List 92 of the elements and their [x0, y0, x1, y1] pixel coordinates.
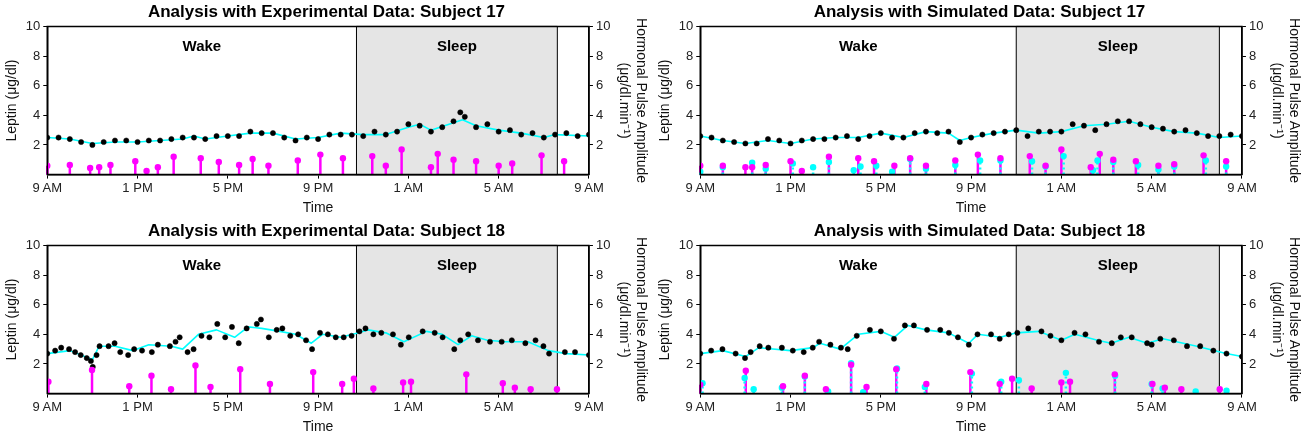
y-tick-label: 6 — [686, 296, 694, 312]
y2-tick-label: 4 — [595, 106, 604, 122]
y2-tick-label: 2 — [1248, 355, 1257, 371]
x-tick-label: 1 PM — [775, 179, 806, 195]
y-tick-label: 4 — [33, 106, 41, 122]
x-tick-label: 9 PM — [955, 398, 987, 414]
y2-tick-label: 8 — [1248, 266, 1257, 282]
y-tick-label: 8 — [686, 266, 694, 282]
y-tick-label: 2 — [686, 136, 694, 152]
x-tick-label: 5 AM — [1136, 398, 1167, 414]
y2-tick-label: 10 — [1248, 17, 1264, 33]
x-tick-label: 1 AM — [1046, 398, 1077, 414]
x-tick-label: 9 AM — [32, 179, 63, 195]
y2-tick-label: 10 — [595, 236, 611, 252]
y-tick-label: 2 — [33, 136, 41, 152]
y-tick-label: 8 — [33, 266, 41, 282]
y-tick-label: 6 — [33, 77, 41, 93]
y-tick-label: 4 — [686, 325, 694, 341]
band-label: Sleep — [1097, 255, 1138, 273]
y2-tick-label: 2 — [595, 355, 604, 371]
y2-tick-label: 10 — [595, 17, 611, 33]
x-tick-label: 9 PM — [302, 398, 334, 414]
x-tick-label: 5 AM — [1136, 179, 1167, 195]
y-axis-title: Leptin (μg/dl) — [3, 59, 20, 142]
y2-tick-label: 8 — [595, 266, 604, 282]
y2-axis-title: Hormonal Pulse Amplitude (μg/dl.min⁻¹) — [616, 237, 650, 403]
x-tick-label: 9 PM — [302, 179, 334, 195]
y2-tick-label: 4 — [1248, 325, 1257, 341]
x-tick-label: 1 AM — [393, 398, 424, 414]
y2-tick-label: 8 — [595, 47, 604, 63]
x-tick-label: 1 PM — [122, 398, 153, 414]
x-axis-title: Time — [955, 418, 987, 435]
band-label: Sleep — [1097, 36, 1138, 54]
x-tick-label: 9 AM — [685, 179, 716, 195]
chart-title: Analysis with Simulated Data: Subject 17 — [813, 1, 1146, 21]
x-tick-label: 9 AM — [1227, 398, 1257, 414]
annotation: Wake — [838, 36, 878, 54]
x-tick-label: 9 AM — [32, 398, 63, 414]
chart-title: Analysis with Experimental Data: Subject 18 — [147, 220, 506, 240]
x-tick-label: 1 AM — [1046, 179, 1077, 195]
y-axis-title: Leptin (μg/dl) — [656, 59, 673, 142]
annotation: Wake — [182, 36, 222, 54]
y-tick-label: 10 — [25, 236, 41, 252]
y2-tick-label: 4 — [1248, 106, 1257, 122]
y-tick-label: 4 — [686, 106, 694, 122]
y2-axis-title: Hormonal Pulse Amplitude (μg/dl.min⁻¹) — [1269, 18, 1303, 184]
x-tick-label: 5 PM — [212, 179, 243, 195]
y-tick-label: 6 — [686, 77, 694, 93]
annotation: Wake — [838, 255, 878, 273]
x-axis-title: Time — [302, 199, 334, 216]
y2-tick-label: 8 — [1248, 47, 1257, 63]
x-tick-label: 1 PM — [122, 179, 153, 195]
x-tick-label: 9 AM — [574, 179, 604, 195]
y-tick-label: 4 — [33, 325, 41, 341]
y2-tick-label: 6 — [595, 296, 604, 312]
y2-tick-label: 10 — [1248, 236, 1264, 252]
x-axis-title: Time — [955, 199, 987, 216]
y-tick-label: 8 — [33, 47, 41, 63]
y2-tick-label: 6 — [1248, 296, 1257, 312]
x-tick-label: 5 PM — [212, 398, 243, 414]
chart-title: Analysis with Experimental Data: Subject 17 — [147, 1, 506, 21]
y-axis-title: Leptin (μg/dl) — [656, 278, 673, 361]
y-tick-label: 6 — [33, 296, 41, 312]
x-axis-title: Time — [302, 418, 334, 435]
x-tick-label: 5 PM — [865, 179, 896, 195]
y-tick-label: 10 — [678, 236, 694, 252]
y2-tick-label: 6 — [1248, 77, 1257, 93]
y2-tick-label: 2 — [595, 136, 604, 152]
y-tick-label: 8 — [686, 47, 694, 63]
x-tick-label: 9 PM — [955, 179, 987, 195]
x-tick-label: 5 AM — [483, 398, 514, 414]
x-tick-label: 1 AM — [393, 179, 424, 195]
x-tick-label: 9 AM — [685, 398, 716, 414]
band-label: Sleep — [436, 36, 477, 54]
y2-tick-label: 2 — [1248, 136, 1257, 152]
x-tick-label: 5 AM — [483, 179, 514, 195]
x-tick-label: 1 PM — [775, 398, 806, 414]
x-tick-label: 9 AM — [574, 398, 604, 414]
y2-tick-label: 6 — [595, 77, 604, 93]
y2-axis-title: Hormonal Pulse Amplitude (μg/dl.min⁻¹) — [1269, 237, 1303, 403]
y2-axis-title: Hormonal Pulse Amplitude (μg/dl.min⁻¹) — [616, 18, 650, 184]
y2-tick-label: 4 — [595, 325, 604, 341]
band-label: Sleep — [436, 255, 477, 273]
x-tick-label: 5 PM — [865, 398, 896, 414]
y-tick-label: 2 — [686, 355, 694, 371]
annotation: Wake — [182, 255, 222, 273]
x-tick-label: 9 AM — [1227, 179, 1257, 195]
y-axis-title: Leptin (μg/dl) — [3, 278, 20, 361]
y-tick-label: 10 — [678, 17, 694, 33]
chart-title: Analysis with Simulated Data: Subject 18 — [813, 220, 1146, 240]
y-tick-label: 2 — [33, 355, 41, 371]
y-tick-label: 10 — [25, 17, 41, 33]
